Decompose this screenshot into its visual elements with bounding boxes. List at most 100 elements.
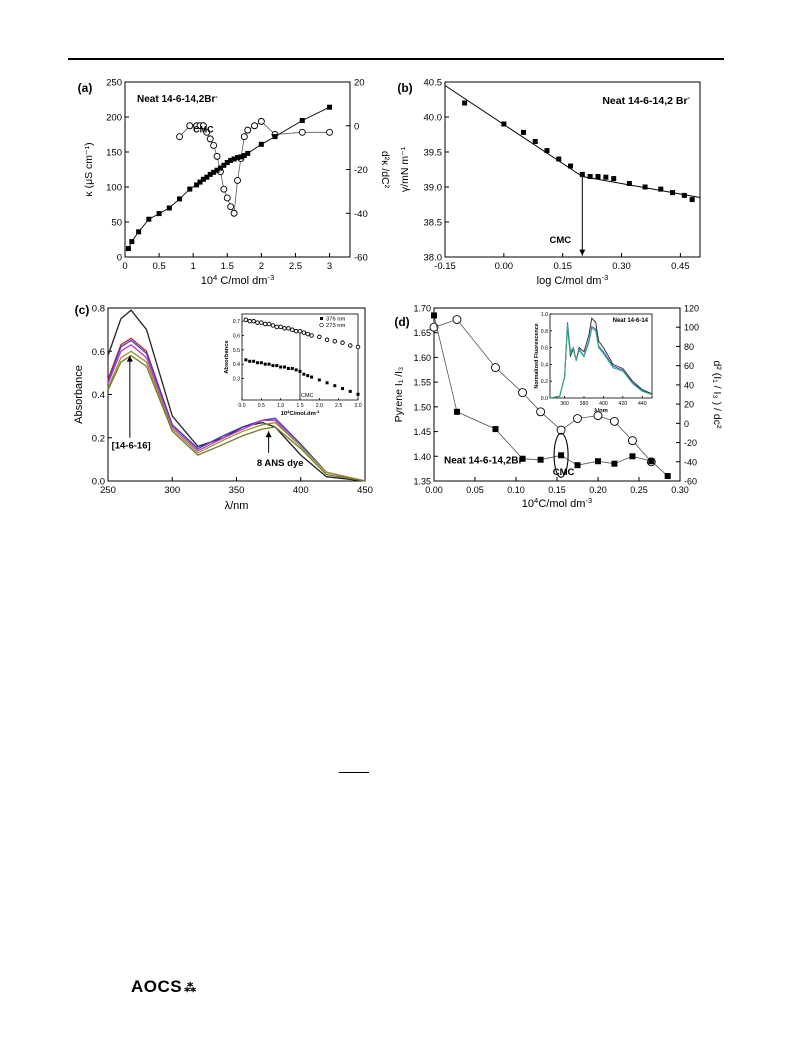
c-inset-point-1: [243, 317, 249, 322]
a-point-square: [200, 176, 206, 182]
d-point-square: [558, 452, 565, 459]
a-point-square: [231, 156, 237, 162]
panel-d: (d) 0.00 0.05 0.10 0.15 0.20 0.25 0.30 1.35 1.40 1…: [390, 298, 725, 523]
c-inset-point-0: [317, 378, 321, 382]
b-title-part: -: [688, 93, 691, 102]
a-point-circle: [220, 185, 228, 193]
a-point-circle: [251, 122, 258, 130]
chart-c-svg: (c) 250 300 350 400 450 0.0 0.2 0.4 0.6 0.8 [14-6-1…: [73, 303, 373, 512]
d-point-square: [431, 312, 437, 319]
c-inset-point-1: [290, 327, 295, 333]
b-point-square: [595, 174, 601, 179]
a-point-square: [166, 205, 172, 211]
d-inset-ytick-label: 0.6: [541, 346, 548, 352]
a-point-square: [156, 211, 162, 217]
logo-text: AOCS: [131, 977, 183, 996]
d-cmc-ellipse: [553, 432, 569, 478]
a-point-circle: [326, 128, 333, 136]
a-ytick-label: 200: [106, 113, 122, 124]
d-ytick-right-label: 40: [684, 380, 694, 390]
b-point-square: [556, 156, 562, 162]
d-inset-xtick-label: 420: [619, 401, 628, 407]
c-inset-point-0: [298, 369, 302, 373]
d-ytick-right-label: 60: [684, 361, 694, 371]
b-ylabel: γ/mN m⁻¹: [399, 146, 411, 192]
d-title-part: -: [522, 455, 525, 462]
c-panel-label: (c): [75, 303, 90, 317]
panel-a: (a) 0 0.5 1 1.5 2 2.5 3 0 50 100 150 200 250 -60 -40 -20…: [70, 72, 395, 302]
a-xtick-label: 0: [122, 261, 127, 272]
c-ytick-label: 0.2: [92, 433, 105, 444]
c-inset-point-0: [306, 374, 310, 378]
b-point-square: [658, 186, 664, 192]
d-inset-ytick-label: 0.8: [541, 329, 548, 335]
c-inset-ytick-label: 0.5: [233, 348, 240, 354]
a-xtick-label: 1.5: [221, 261, 234, 272]
c-series-line-5: [107, 354, 366, 482]
footer-logo: AOCS ⁂: [131, 977, 197, 997]
d-point-circle: [491, 363, 500, 373]
d-ytick-right-label: 0: [684, 419, 689, 429]
b-ytick-label: 38.0: [424, 253, 443, 264]
c-inset-point-1: [270, 323, 276, 328]
c-inset-point-1: [266, 321, 272, 327]
b-point-square: [689, 197, 695, 203]
d-inset-xtick-label: 440: [638, 401, 647, 407]
c-inset-point-1: [324, 337, 330, 343]
c-ytick-label: 0.6: [92, 347, 105, 358]
a-point-circle: [257, 117, 265, 125]
a-xlabel-part: 4: [213, 273, 218, 282]
a-xtick-label: 2: [259, 261, 264, 272]
c-xtick-label: 300: [164, 485, 180, 496]
a-title: Neat 14-6-14,2Br-: [137, 94, 218, 106]
d-point-square: [537, 456, 544, 463]
d-point-square: [492, 426, 499, 433]
d-point-square: [611, 460, 618, 467]
c-inset-point-0: [356, 392, 360, 396]
a-ytick-right-label: -20: [354, 165, 368, 176]
d-point-circle: [593, 411, 603, 421]
b-xtick-label: 0.30: [612, 261, 631, 272]
d-ytick-label: 1.40: [413, 452, 431, 462]
c-inset-point-0: [302, 372, 306, 376]
a-point-circle: [230, 209, 238, 217]
b-point-square: [603, 174, 609, 180]
d-annotation-cmc: CMC: [553, 467, 575, 478]
d-xlabel: 104C/mol dm-3: [522, 496, 592, 511]
d-ytick-right-label: -40: [684, 457, 697, 467]
c-inset-point-1: [332, 338, 338, 344]
d-ytick-right-label: 120: [684, 304, 699, 314]
d-ylabel-left: Pyrene I₁ /I₃: [393, 367, 405, 423]
d-inset-xtick-label: 400: [599, 401, 608, 407]
a-xtick-label: 0.5: [152, 261, 165, 272]
a-point-circle: [227, 203, 235, 211]
a-point-square: [238, 154, 244, 160]
a-point-square: [207, 171, 213, 177]
a-ylabel-right: d²κ /dC²: [379, 151, 391, 189]
d-inset-xlabel: λ/nm: [594, 408, 608, 414]
c-xtick-label: 250: [100, 485, 116, 496]
c-inset-point-0: [333, 384, 337, 388]
c-inset-point-0: [286, 366, 290, 370]
a-point-circle: [244, 126, 252, 134]
chart-d-svg: (d)0.00 0.05 0.10 0.15 0.20 0.25 0.301.351.401…: [393, 304, 723, 511]
a-point-square: [204, 174, 210, 180]
c-inset-point-0: [271, 364, 275, 368]
c-xtick-label: 450: [357, 485, 373, 496]
b-ytick-label: 39.0: [424, 183, 443, 194]
c-xtick-label: 400: [293, 485, 309, 496]
c-inset-point-1: [255, 320, 260, 325]
d-xtick-label: 0.30: [671, 485, 689, 495]
a-ytick-label: 50: [111, 218, 122, 229]
d-xlabel-part: -3: [585, 496, 592, 505]
b-point-square: [462, 100, 468, 106]
b-point-square: [642, 184, 648, 190]
a-plot-frame: [124, 81, 351, 258]
panel-b: (b) -0.15 0.00 0.15 0.30 0.45 38.0 38.5 39.0 39.5…: [390, 72, 715, 302]
c-inset-annotation-cmc: CMC: [301, 393, 314, 399]
d-ytick-right-label: 80: [684, 342, 694, 352]
d-xtick-label: 0.10: [507, 485, 525, 495]
c-xtick-label: 350: [229, 485, 245, 496]
c-inset-point-0: [348, 389, 352, 393]
c-annotation-ans: 8 ANS dye: [257, 458, 304, 469]
